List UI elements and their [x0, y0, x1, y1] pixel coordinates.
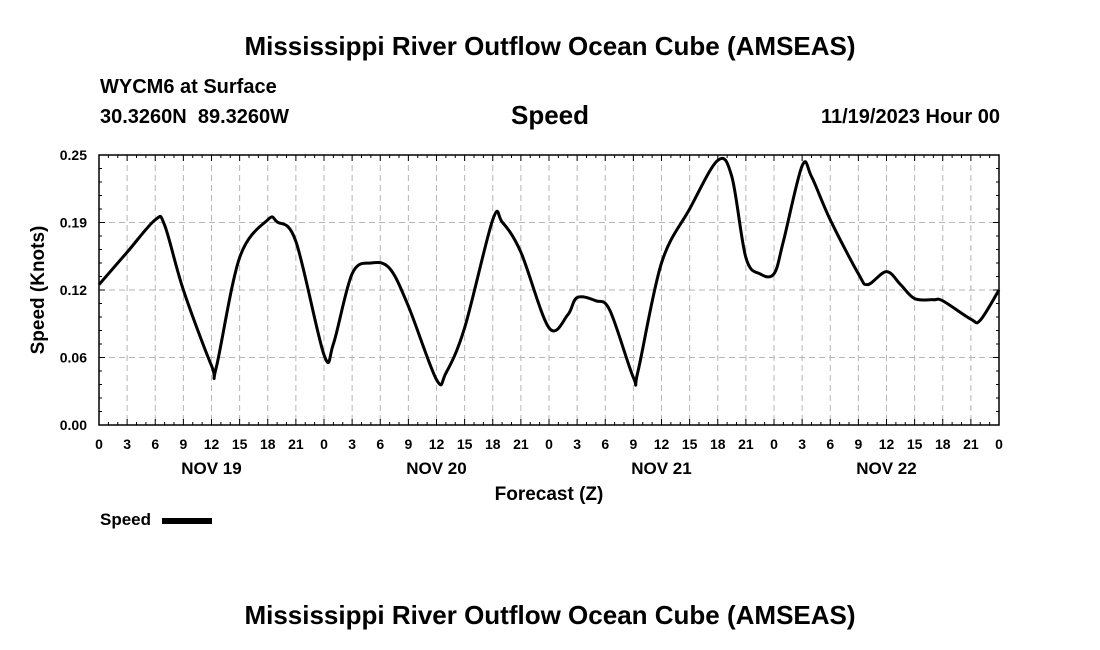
- x-tick-label: 18: [485, 436, 501, 452]
- x-tick-label: 6: [826, 436, 834, 452]
- x-tick-label: 0: [320, 436, 328, 452]
- y-tick-label: 0.25: [60, 147, 87, 163]
- x-tick-label: 6: [151, 436, 159, 452]
- forecast-datetime: 11/19/2023 Hour 00: [820, 106, 1000, 128]
- x-tick-label: 18: [710, 436, 726, 452]
- x-tick-label: 12: [654, 436, 670, 452]
- y-tick-label: 0.19: [60, 215, 87, 231]
- x-tick-label: 0: [995, 436, 1003, 452]
- x-tick-label: 3: [348, 436, 356, 452]
- x-tick-label: 12: [204, 436, 220, 452]
- x-tick-label: 12: [429, 436, 445, 452]
- x-tick-label: 18: [935, 436, 951, 452]
- x-tick-label: 12: [879, 436, 895, 452]
- station-name: WYCM6 at Surface: [100, 76, 277, 98]
- x-tick-label: 18: [260, 436, 276, 452]
- x-tick-label: 3: [123, 436, 131, 452]
- series-line-speed: [97, 156, 1001, 387]
- footer-title: Mississippi River Outflow Ocean Cube (AM…: [244, 600, 856, 630]
- x-tick-label: 21: [513, 436, 529, 452]
- parameter-title: Speed: [510, 100, 590, 130]
- x-tick-label: 6: [376, 436, 384, 452]
- x-tick-label: 15: [682, 436, 698, 452]
- x-day-label: NOV 21: [631, 459, 691, 478]
- legend-line-swatch: [162, 518, 212, 524]
- x-tick-label: 9: [179, 436, 187, 452]
- y-tick-label: 0.00: [60, 417, 87, 433]
- x-day-label: NOV 19: [181, 459, 241, 478]
- x-tick-label: 21: [738, 436, 754, 452]
- x-day-label: NOV 22: [856, 459, 916, 478]
- x-tick-label: 15: [457, 436, 473, 452]
- x-tick-label: 21: [963, 436, 979, 452]
- x-tick-label: 0: [545, 436, 553, 452]
- x-axis-label: Forecast (Z): [495, 484, 604, 505]
- y-tick-label: 0.06: [60, 350, 87, 366]
- y-tick-label: 0.12: [60, 282, 87, 298]
- x-tick-label: 3: [573, 436, 581, 452]
- x-tick-label: 9: [404, 436, 412, 452]
- legend-label: Speed: [100, 510, 152, 529]
- x-tick-label: 0: [770, 436, 778, 452]
- x-tick-label: 9: [629, 436, 637, 452]
- x-tick-label: 21: [288, 436, 304, 452]
- chart-title: Mississippi River Outflow Ocean Cube (AM…: [244, 31, 856, 61]
- y-axis-label: Speed (Knots): [28, 226, 49, 355]
- x-tick-label: 3: [798, 436, 806, 452]
- x-tick-label: 9: [854, 436, 862, 452]
- station-coordinates: 30.3260N 89.3260W: [100, 106, 290, 128]
- x-tick-label: 15: [907, 436, 923, 452]
- x-tick-label: 0: [95, 436, 103, 452]
- x-day-label: NOV 20: [406, 459, 466, 478]
- x-tick-label: 6: [601, 436, 609, 452]
- x-tick-label: 15: [232, 436, 248, 452]
